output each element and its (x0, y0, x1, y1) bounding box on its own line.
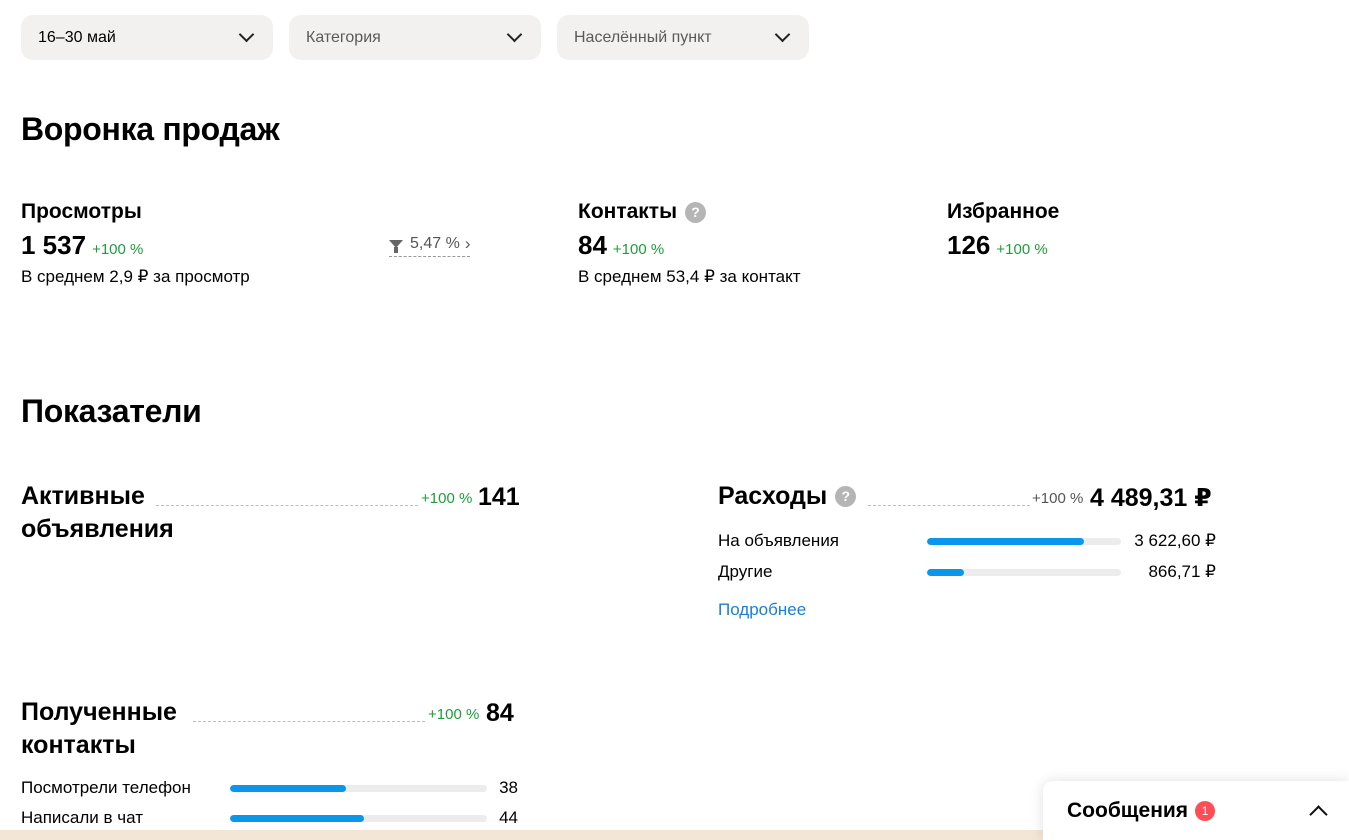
conversion-value: 5,47 % (410, 235, 460, 252)
dotted-leader (868, 505, 1030, 506)
received-contacts-title: Полученные контакты (21, 696, 177, 762)
active-ads-title: Активные объявления (21, 480, 174, 546)
contact-bar-fill (230, 815, 364, 822)
contact-item-label: Посмотрели телефон (21, 778, 191, 797)
contacts-value-row: 84 +100 % (578, 230, 801, 261)
views-change: +100 % (92, 241, 144, 258)
conversion-link[interactable]: 5,47 % › (389, 234, 471, 257)
expense-item-value: 3 622,60 ₽ (1134, 531, 1216, 550)
bottom-strip (0, 830, 1043, 840)
contacts-label: Контакты (578, 200, 678, 223)
views-average: В среднем 2,9 ₽ за просмотр (21, 267, 250, 286)
favorites-change: +100 % (996, 241, 1048, 258)
active-ads-line2: объявления (21, 515, 174, 543)
contacts-average: В среднем 53,4 ₽ за контакт (578, 267, 801, 286)
expense-bar-fill (927, 569, 964, 576)
contacts-change: +100 % (612, 241, 665, 258)
contact-bar (230, 815, 487, 822)
chevron-up-icon[interactable] (1309, 805, 1328, 824)
dotted-leader (193, 721, 425, 722)
expenses-change: +100 % (1032, 490, 1084, 507)
chevron-right-icon: › (464, 234, 471, 253)
dotted-leader (156, 505, 418, 506)
expense-item-label: Другие (718, 562, 773, 581)
views-label: Просмотры (21, 200, 142, 223)
expense-bar (927, 538, 1121, 545)
expense-bar-fill (927, 538, 1085, 545)
expense-item-value: 866,71 ₽ (1148, 562, 1216, 581)
city-placeholder: Населённый пункт (574, 28, 712, 46)
contact-bar-fill (230, 785, 346, 792)
received-contacts-value: 84 (486, 699, 514, 727)
messages-badge: 1 (1195, 800, 1216, 821)
category-dropdown[interactable]: Категория (289, 15, 541, 60)
contact-item-value: 44 (499, 808, 518, 827)
expense-bar (927, 569, 1121, 576)
indicators-title: Показатели (21, 393, 202, 429)
views-metric: Просмотры 1 537 +100 % В среднем 2,9 ₽ з… (21, 200, 250, 287)
contact-bar (230, 785, 487, 792)
contact-item-value: 38 (499, 778, 518, 797)
more-details-link[interactable]: Подробнее (718, 600, 807, 619)
expenses-title: Расходы ? (718, 480, 857, 513)
active-ads-line1: Активные (21, 482, 145, 510)
received-contacts-change: +100 % (428, 706, 480, 723)
contacts-metric: Контакты ? 84 +100 % В среднем 53,4 ₽ за… (578, 200, 801, 287)
category-placeholder: Категория (306, 28, 381, 46)
messages-label: Сообщения (1067, 798, 1189, 822)
period-dropdown[interactable]: 16–30 май (21, 15, 273, 60)
received-contacts-line1: Полученные (21, 698, 177, 726)
period-value: 16–30 май (38, 28, 116, 46)
active-ads-value: 141 (478, 483, 520, 511)
filters-bar: 16–30 май Категория Населённый пункт (21, 15, 809, 60)
funnel-title: Воронка продаж (21, 111, 280, 147)
views-value: 1 537 (21, 230, 87, 260)
help-icon[interactable]: ? (685, 201, 707, 223)
chevron-down-icon (506, 26, 523, 43)
expenses-label: Расходы (718, 482, 828, 510)
favorites-value: 126 (947, 230, 991, 260)
expense-item-label: На объявления (718, 531, 840, 550)
received-contacts-line2: контакты (21, 731, 136, 759)
chevron-down-icon (774, 26, 791, 43)
views-value-row: 1 537 +100 % (21, 230, 250, 261)
help-icon[interactable]: ? (835, 486, 857, 507)
contact-item-label: Написали в чат (21, 808, 144, 827)
contacts-value: 84 (578, 230, 607, 260)
favorites-label: Избранное (947, 200, 1060, 223)
active-ads-change: +100 % (421, 490, 473, 507)
favorites-value-row: 126 +100 % (947, 230, 1059, 261)
funnel-icon (389, 240, 403, 253)
chevron-down-icon (238, 26, 255, 43)
favorites-metric: Избранное 126 +100 % (947, 200, 1059, 261)
city-dropdown[interactable]: Населённый пункт (557, 15, 809, 60)
expenses-value: 4 489,31 ₽ (1090, 484, 1212, 512)
messages-panel[interactable]: Сообщения 1 (1043, 781, 1349, 840)
